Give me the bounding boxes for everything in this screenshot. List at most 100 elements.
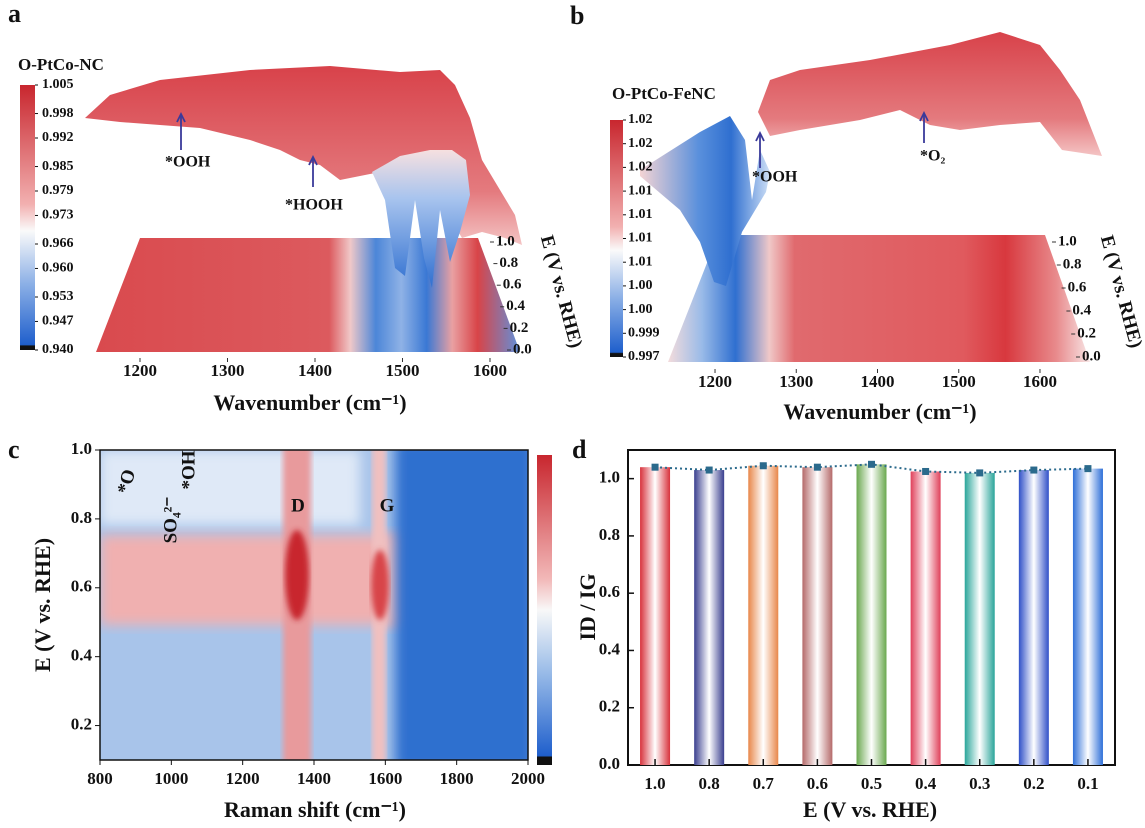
bar bbox=[802, 467, 833, 765]
x-axis-label: E (V vs. RHE) bbox=[803, 797, 937, 822]
y-axis-label: E (V vs. RHE) bbox=[536, 233, 586, 350]
y-tick-label: 0.6 bbox=[503, 277, 522, 293]
annotation: G bbox=[380, 495, 395, 516]
x-tick-label: 1.0 bbox=[644, 774, 665, 793]
colorbar-tick-label: 0.999 bbox=[628, 326, 660, 341]
surface-sheet bbox=[85, 66, 522, 245]
heatmap-c bbox=[99, 449, 552, 765]
arrow-head bbox=[308, 154, 318, 166]
colorbar-tick-label: 0.973 bbox=[42, 208, 74, 223]
y-tick-label: 0.8 bbox=[1063, 256, 1082, 272]
surface-sheet bbox=[758, 32, 1102, 156]
y-tick-label: 0.4 bbox=[506, 298, 525, 314]
x-tick-label: 1400 bbox=[298, 361, 332, 380]
bar bbox=[1072, 468, 1103, 765]
x-tick-label: 1200 bbox=[123, 361, 157, 380]
colorbar-tick-label: 0.992 bbox=[42, 130, 74, 145]
annotation: *OOH bbox=[165, 154, 211, 171]
x-tick-label: 0.3 bbox=[969, 774, 990, 793]
surface-floor bbox=[96, 238, 520, 352]
annotation: *OH bbox=[178, 450, 199, 489]
colorbar bbox=[537, 455, 552, 765]
bar bbox=[856, 464, 887, 765]
x-tick-label: 1500 bbox=[942, 372, 976, 391]
surface-dip bbox=[640, 116, 770, 286]
x-tick-label: 0.5 bbox=[861, 774, 882, 793]
colorbar-tick-label: 0.940 bbox=[42, 342, 74, 357]
surface-b bbox=[640, 32, 1102, 362]
y-tick-label: 1.0 bbox=[496, 233, 515, 249]
bar bbox=[964, 472, 995, 765]
colorbar-tick-label: 0.997 bbox=[628, 349, 660, 364]
x-tick-label: 1600 bbox=[473, 361, 507, 380]
y-tick-label: 1.0 bbox=[1058, 233, 1077, 249]
x-tick-label: 1200 bbox=[226, 769, 260, 788]
colorbar-tick-label: 0.953 bbox=[42, 289, 74, 304]
x-tick-label: 1200 bbox=[698, 372, 732, 391]
bar bbox=[640, 467, 671, 765]
x-tick-label: 0.8 bbox=[699, 774, 720, 793]
marker bbox=[922, 467, 930, 475]
y-tick-label: 0.0 bbox=[1082, 348, 1101, 364]
annotation: *HOOH bbox=[285, 197, 343, 214]
y-axis-label: ID / IG bbox=[575, 573, 600, 640]
x-axis-label: Wavenumber (cm⁻¹) bbox=[783, 399, 976, 424]
y-tick-label: 1.0 bbox=[71, 439, 92, 458]
y-tick-label: 0.2 bbox=[599, 697, 620, 716]
marker bbox=[976, 469, 984, 477]
annotation: D bbox=[291, 495, 305, 516]
x-tick-label: 0.6 bbox=[807, 774, 828, 793]
x-axis-label: Wavenumber (cm⁻¹) bbox=[213, 390, 406, 415]
x-axis-label: Raman shift (cm⁻¹) bbox=[224, 797, 406, 822]
marker bbox=[759, 462, 767, 470]
colorbar bbox=[610, 120, 623, 357]
heatmap-region bbox=[395, 450, 528, 760]
bar bbox=[1018, 470, 1049, 765]
colorbar-tick-label: 1.01 bbox=[628, 254, 653, 269]
annotation: *OOH bbox=[752, 169, 798, 186]
panel-label: c bbox=[8, 435, 20, 464]
y-tick-label: 0.0 bbox=[513, 341, 532, 357]
y-tick-label: 0.4 bbox=[71, 646, 93, 665]
colorbar-tick-label: 1.01 bbox=[628, 231, 653, 246]
y-tick-label: 0.2 bbox=[510, 320, 529, 336]
colorbar-tick-label: 1.00 bbox=[628, 302, 653, 317]
arrow-head bbox=[176, 111, 186, 123]
colorbar-tick-label: 1.02 bbox=[628, 136, 653, 151]
x-tick-label: 0.7 bbox=[753, 774, 775, 793]
x-tick-label: 0.4 bbox=[915, 774, 937, 793]
y-tick-label: 0.6 bbox=[1068, 279, 1087, 295]
marker bbox=[705, 466, 713, 474]
panel-label: a bbox=[8, 0, 21, 28]
bar bbox=[748, 465, 779, 765]
x-tick-label: 0.1 bbox=[1077, 774, 1098, 793]
colorbar-tick-label: 0.998 bbox=[42, 106, 74, 121]
x-tick-label: 1000 bbox=[154, 769, 188, 788]
bar bbox=[910, 471, 941, 765]
marker bbox=[1084, 465, 1092, 473]
x-tick-label: 1600 bbox=[368, 769, 402, 788]
heatmap-peak bbox=[285, 530, 309, 620]
y-tick-label: 0.2 bbox=[71, 714, 92, 733]
colorbar-tick-label: 1.00 bbox=[628, 278, 653, 293]
colorbar-tick-label: 0.966 bbox=[42, 236, 74, 251]
colorbar-tick-label: 1.01 bbox=[628, 207, 653, 222]
y-tick-label: 0.4 bbox=[599, 639, 621, 658]
heatmap-region bbox=[100, 450, 360, 525]
y-tick-label: 0.4 bbox=[1072, 302, 1091, 318]
x-tick-label: 1300 bbox=[779, 372, 813, 391]
colorbar-tick-label: 0.947 bbox=[42, 314, 74, 329]
colorbar-tick-label: 1.01 bbox=[628, 183, 653, 198]
chart-title: O-PtCo-NC bbox=[18, 55, 104, 74]
x-tick-label: 1400 bbox=[297, 769, 331, 788]
y-tick-label: 0.0 bbox=[599, 754, 620, 773]
y-tick-label: 0.2 bbox=[1077, 325, 1096, 341]
y-axis-label: E (V vs. RHE) bbox=[1096, 233, 1145, 350]
colorbar-tick-label: 1.02 bbox=[628, 112, 653, 127]
arrow-head bbox=[755, 130, 765, 142]
colorbar-tick-label: 0.960 bbox=[42, 261, 74, 276]
y-tick-label: 0.8 bbox=[71, 508, 92, 527]
arrow-head bbox=[919, 110, 929, 122]
colorbar-tick-label: 0.985 bbox=[42, 159, 74, 174]
